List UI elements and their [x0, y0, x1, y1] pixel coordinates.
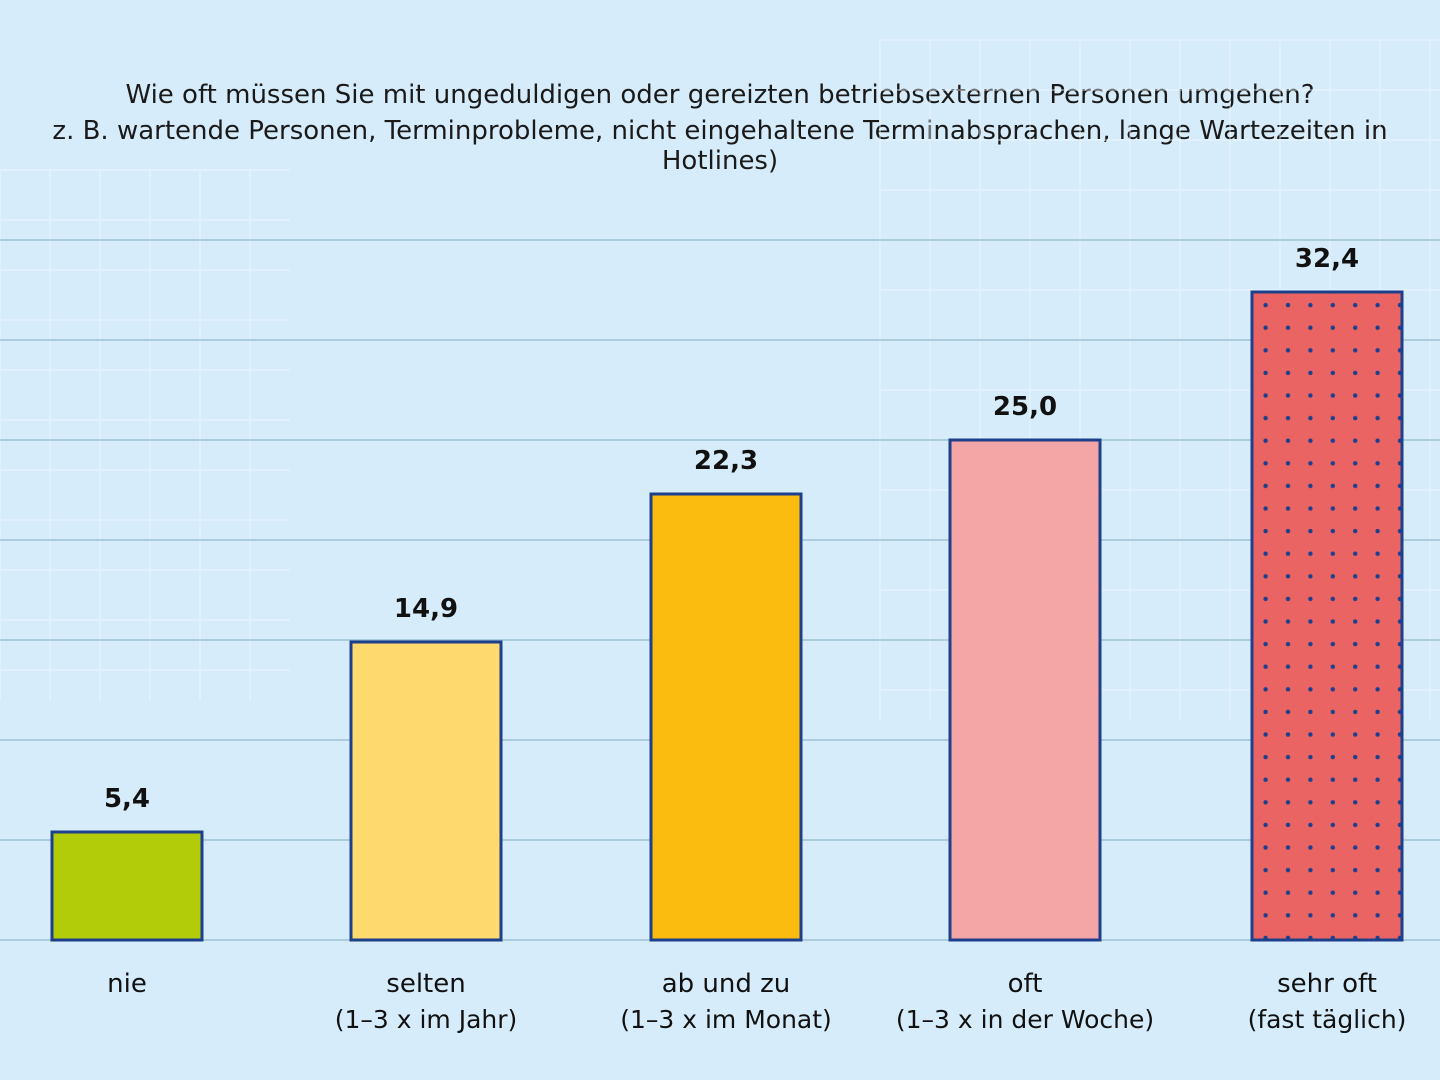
data-label: 5,4: [104, 784, 150, 814]
data-label: 32,4: [1295, 244, 1359, 274]
chart-subtitle: z. B. wartende Personen, Terminprobleme,…: [52, 116, 1388, 176]
category-label: ab und zu: [662, 969, 791, 999]
category-label: nie: [107, 969, 147, 999]
data-label: 22,3: [694, 446, 758, 476]
bar: [1250, 290, 1404, 942]
data-label: 25,0: [993, 392, 1057, 422]
data-label: 14,9: [394, 594, 458, 624]
chart-title: Wie oft müssen Sie mit ungeduldigen oder…: [125, 80, 1315, 110]
category-sublabel: (fast täglich): [1248, 1005, 1407, 1034]
bar: [349, 640, 503, 942]
category-label: sehr oft: [1277, 969, 1377, 999]
bar: [948, 438, 1102, 942]
bar: [50, 830, 204, 942]
bar: [649, 492, 803, 942]
category-label: selten: [386, 969, 465, 999]
category-sublabel: (1–3 x im Jahr): [335, 1005, 518, 1034]
category-label: oft: [1008, 969, 1043, 999]
category-sublabel: (1–3 x in der Woche): [896, 1005, 1154, 1034]
category-sublabel: (1–3 x im Monat): [620, 1005, 832, 1034]
